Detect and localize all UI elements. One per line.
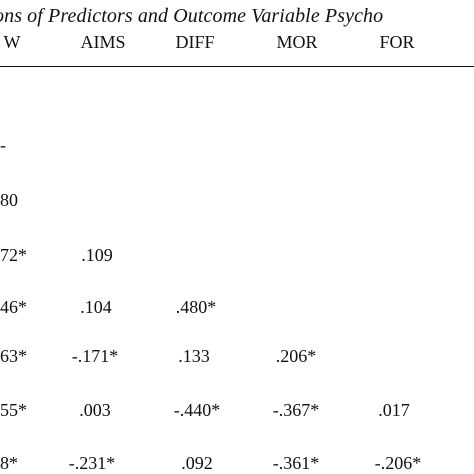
table-cell: 46*	[0, 297, 27, 317]
table-cell: -.171*	[71, 346, 119, 366]
header-mor: MOR	[276, 32, 318, 52]
header-for: FOR	[379, 32, 415, 52]
table-row: 63* -.171* .133 .206*	[0, 345, 474, 367]
header-w: W	[3, 32, 21, 52]
table-cell: .003	[79, 400, 111, 420]
header-aims: AIMS	[80, 32, 126, 52]
table-cell: 8*	[0, 453, 18, 473]
table-cell: -.206*	[374, 453, 422, 473]
table-row: 72* .109	[0, 244, 474, 266]
table-row: -	[0, 134, 474, 156]
table-cell: -.367*	[272, 400, 320, 420]
table-cell: -.231*	[68, 453, 116, 473]
header-diff: DIFF	[175, 32, 215, 52]
table-row: 46* .104 .480*	[0, 296, 474, 318]
table-cell: .109	[81, 245, 113, 265]
table-header-row: W AIMS DIFF MOR FOR	[0, 31, 474, 53]
table-cell: .480*	[175, 297, 217, 317]
table-cell: 55*	[0, 400, 27, 420]
table-cell: .206*	[275, 346, 317, 366]
table-cell: .092	[181, 453, 213, 473]
table-cell: 63*	[0, 346, 27, 366]
table-title: ons of Predictors and Outcome Variable P…	[0, 5, 384, 27]
table-cell: 72*	[0, 245, 27, 265]
table-cell: -.361*	[272, 453, 320, 473]
table-cell: -.440*	[173, 400, 221, 420]
table-row: 80	[0, 189, 474, 211]
table-cell: 80	[0, 190, 18, 210]
table-cell: .017	[378, 400, 410, 420]
table-cell: -	[0, 135, 6, 155]
table-cell: .133	[178, 346, 210, 366]
table-row: 55* .003 -.440* -.367* .017	[0, 399, 474, 421]
header-rule	[0, 66, 474, 67]
table-cell: .104	[80, 297, 112, 317]
table-row: 8* -.231* .092 -.361* -.206*	[0, 452, 474, 474]
